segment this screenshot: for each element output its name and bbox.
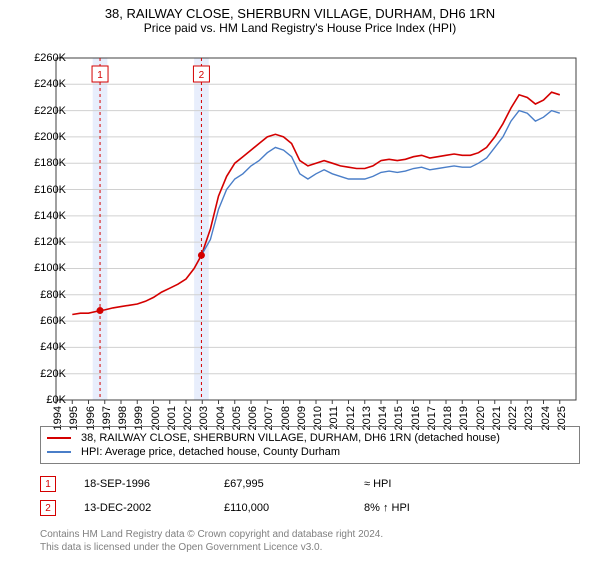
sale-hpi-delta: ≈ HPI <box>364 478 484 490</box>
y-tick-label: £260K <box>34 52 66 64</box>
y-tick-label: £100K <box>34 262 66 274</box>
chart-svg: 12 <box>52 54 582 404</box>
chart-container: 38, RAILWAY CLOSE, SHERBURN VILLAGE, DUR… <box>0 6 600 566</box>
table-row: 2 13-DEC-2002 £110,000 8% ↑ HPI <box>40 496 580 520</box>
sale-marker-badge: 2 <box>40 500 56 516</box>
legend-label: 38, RAILWAY CLOSE, SHERBURN VILLAGE, DUR… <box>81 432 500 444</box>
y-tick-label: £120K <box>34 236 66 248</box>
sale-hpi-delta: 8% ↑ HPI <box>364 502 484 514</box>
sale-price: £110,000 <box>224 502 364 514</box>
y-tick-label: £80K <box>40 289 66 301</box>
y-tick-label: £180K <box>34 157 66 169</box>
legend-swatch <box>47 437 71 439</box>
sale-date: 13-DEC-2002 <box>84 502 224 514</box>
attribution: Contains HM Land Registry data © Crown c… <box>40 528 383 554</box>
y-tick-label: £20K <box>40 368 66 380</box>
legend-swatch <box>47 451 71 453</box>
svg-text:2: 2 <box>199 70 205 81</box>
chart-title: 38, RAILWAY CLOSE, SHERBURN VILLAGE, DUR… <box>0 6 600 21</box>
legend: 38, RAILWAY CLOSE, SHERBURN VILLAGE, DUR… <box>40 426 580 464</box>
sale-price: £67,995 <box>224 478 364 490</box>
y-tick-label: £200K <box>34 131 66 143</box>
table-row: 1 18-SEP-1996 £67,995 ≈ HPI <box>40 472 580 496</box>
y-tick-label: £160K <box>34 184 66 196</box>
y-tick-label: £0K <box>46 394 66 406</box>
legend-label: HPI: Average price, detached house, Coun… <box>81 446 340 458</box>
legend-item: 38, RAILWAY CLOSE, SHERBURN VILLAGE, DUR… <box>47 431 573 445</box>
sale-marker-badge: 1 <box>40 476 56 492</box>
sales-table: 1 18-SEP-1996 £67,995 ≈ HPI 2 13-DEC-200… <box>40 472 580 520</box>
y-tick-label: £240K <box>34 78 66 90</box>
line-chart: 12 <box>52 54 582 404</box>
y-tick-label: £40K <box>40 341 66 353</box>
sale-date: 18-SEP-1996 <box>84 478 224 490</box>
attribution-line: This data is licensed under the Open Gov… <box>40 541 383 554</box>
svg-text:1: 1 <box>97 70 103 81</box>
y-tick-label: £140K <box>34 210 66 222</box>
y-tick-label: £60K <box>40 315 66 327</box>
chart-subtitle: Price paid vs. HM Land Registry's House … <box>0 21 600 35</box>
y-tick-label: £220K <box>34 105 66 117</box>
attribution-line: Contains HM Land Registry data © Crown c… <box>40 528 383 541</box>
legend-item: HPI: Average price, detached house, Coun… <box>47 445 573 459</box>
